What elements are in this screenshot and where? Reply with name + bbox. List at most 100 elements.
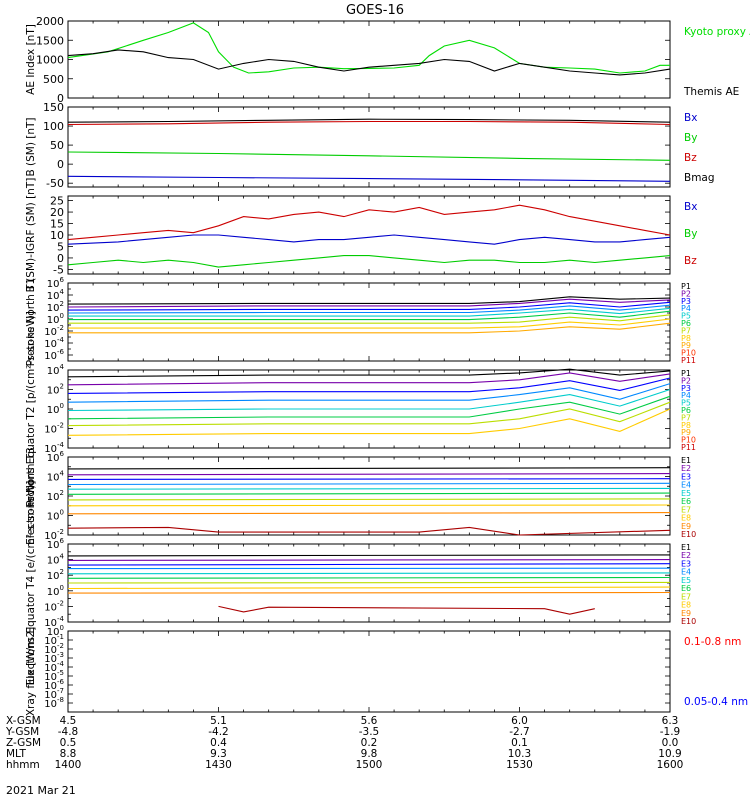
series-line-p1 — [67, 296, 671, 305]
legend-entry: E3 — [681, 559, 691, 568]
series-line-bx — [67, 175, 671, 182]
series-line-e8 — [67, 504, 671, 507]
y-tick-label: 102 — [47, 489, 64, 503]
y-tick-label: 15 — [50, 218, 64, 231]
panel-frame — [67, 20, 671, 99]
ephemeris-value: -3.5 — [359, 726, 380, 738]
y-tick-label: 2000 — [36, 15, 64, 28]
ephemeris-value: -4.8 — [58, 726, 79, 738]
y-tick-label: 102 — [47, 383, 64, 397]
legend-entry: E7 — [681, 592, 691, 601]
ephemeris-value: 6.0 — [511, 715, 528, 727]
ephemeris-value: -4.2 — [208, 726, 229, 738]
y-tick-label: 20 — [50, 206, 64, 219]
series-line-p1 — [67, 368, 671, 378]
series-line-bx — [67, 234, 671, 245]
ephemeris-value: -1.9 — [660, 726, 681, 738]
series-line-e10 — [218, 605, 595, 615]
series-line-p9 — [68, 322, 671, 334]
y-axis-label: Xray flux [W/m2] — [25, 627, 37, 716]
y-tick-label: 5 — [57, 240, 64, 253]
ephemeris-value: 8.8 — [60, 748, 77, 760]
series-line-p6 — [68, 310, 671, 321]
ephemeris-row-label: Y-GSM — [5, 726, 39, 738]
legend-entry: P8 — [681, 334, 691, 343]
ephemeris-value: 0.0 — [662, 737, 679, 749]
series-line-kyoto-proxy-ae — [67, 22, 670, 74]
legend-entry: P7 — [681, 413, 691, 422]
y-tick-label: 104 — [47, 553, 65, 567]
series-line-e9 — [67, 512, 671, 515]
series-line-p5 — [68, 307, 671, 317]
y-tick-label: 100 — [43, 120, 64, 133]
y-tick-label: 150 — [43, 101, 64, 114]
series-line-e1 — [67, 467, 671, 470]
ephemeris-value: 10.3 — [508, 748, 531, 760]
legend-entry: E2 — [681, 464, 691, 473]
legend-entry: E5 — [681, 576, 691, 585]
legend-entry: P2 — [681, 289, 691, 298]
legend-entry: E1 — [681, 456, 691, 465]
panel-bsm: -50 0 50 100 150 B (SM) [nT] Bx By Bz Bmag — [25, 101, 715, 190]
ephemeris-value: 10.9 — [658, 748, 681, 760]
series-line-e8 — [67, 586, 671, 590]
y-tick-label: 100 — [47, 509, 64, 523]
ephemeris-value: 1400 — [55, 759, 82, 771]
legend-entry: Bz — [684, 255, 697, 267]
series-line-p3 — [67, 301, 671, 311]
y-tick-label: 10-6 — [44, 348, 64, 362]
series-line-p8 — [68, 318, 671, 329]
legend-entry: P10 — [681, 436, 696, 445]
legend-entry: Bz — [684, 152, 697, 164]
series-line-e10 — [67, 526, 671, 536]
legend-entry: P10 — [681, 349, 696, 358]
ephemeris-value: 1500 — [356, 759, 383, 771]
ephemeris-axis: X-GSM 4.5 5.1 5.6 6.0 6.3 Y-GSM -4.8 -4.2 -3.5 -2.… — [5, 715, 683, 771]
y-axis-label: Protons Equator T2 [p/(cm²-s-sr-keV)] — [25, 311, 37, 507]
legend-entry: P7 — [681, 326, 691, 335]
y-tick-label: 1500 — [36, 34, 64, 47]
legend-entry: P6 — [681, 406, 691, 415]
panel-frame — [67, 630, 671, 713]
series-line-e7 — [67, 498, 671, 501]
ephemeris-value: 1600 — [657, 759, 684, 771]
legend-entry: By — [684, 132, 697, 144]
series-line-p3 — [67, 377, 671, 394]
y-axis-label: Protons North T1 — [25, 278, 37, 366]
series-line-bmag — [67, 118, 671, 123]
y-tick-label: 500 — [43, 73, 64, 86]
ephemeris-row-label: MLT — [6, 748, 26, 760]
ephemeris-value: 9.3 — [210, 748, 227, 760]
series-line-e6 — [67, 492, 671, 495]
series-line-p5 — [67, 388, 671, 412]
series-line-e1 — [67, 554, 671, 557]
series-line-p8 — [67, 408, 671, 436]
legend-entry: Kyoto proxy AE — [684, 26, 750, 38]
ephemeris-value: 0.5 — [60, 737, 77, 749]
y-axis-label: AE Index [nT] — [25, 24, 37, 95]
legend-entry: E2 — [681, 551, 691, 560]
series-line-e7 — [67, 581, 671, 584]
y-tick-label: 25 — [50, 195, 64, 208]
legend-entry: Bx — [684, 112, 697, 124]
legend-entry: P4 — [681, 304, 691, 313]
y-axis-label: B (SM) [nT] — [25, 117, 37, 176]
legend-entry: P2 — [681, 376, 691, 385]
panel-frame — [67, 282, 671, 362]
ephemeris-value: 0.2 — [361, 737, 378, 749]
legend-entry: Bx — [684, 201, 697, 213]
legend-entry: E1 — [681, 543, 691, 552]
series-line-e3 — [67, 563, 671, 566]
series-line-p2 — [67, 298, 671, 308]
series-line-by — [67, 151, 671, 161]
legend-entry: P4 — [681, 391, 691, 400]
series-line-p4 — [67, 383, 671, 403]
ephemeris-value: 4.5 — [60, 715, 77, 727]
ephemeris-value: 1530 — [506, 759, 533, 771]
panel-frame — [67, 195, 671, 275]
legend-entry: E7 — [681, 505, 691, 514]
legend-entry: By — [684, 228, 697, 240]
series-line-bz — [67, 204, 671, 241]
